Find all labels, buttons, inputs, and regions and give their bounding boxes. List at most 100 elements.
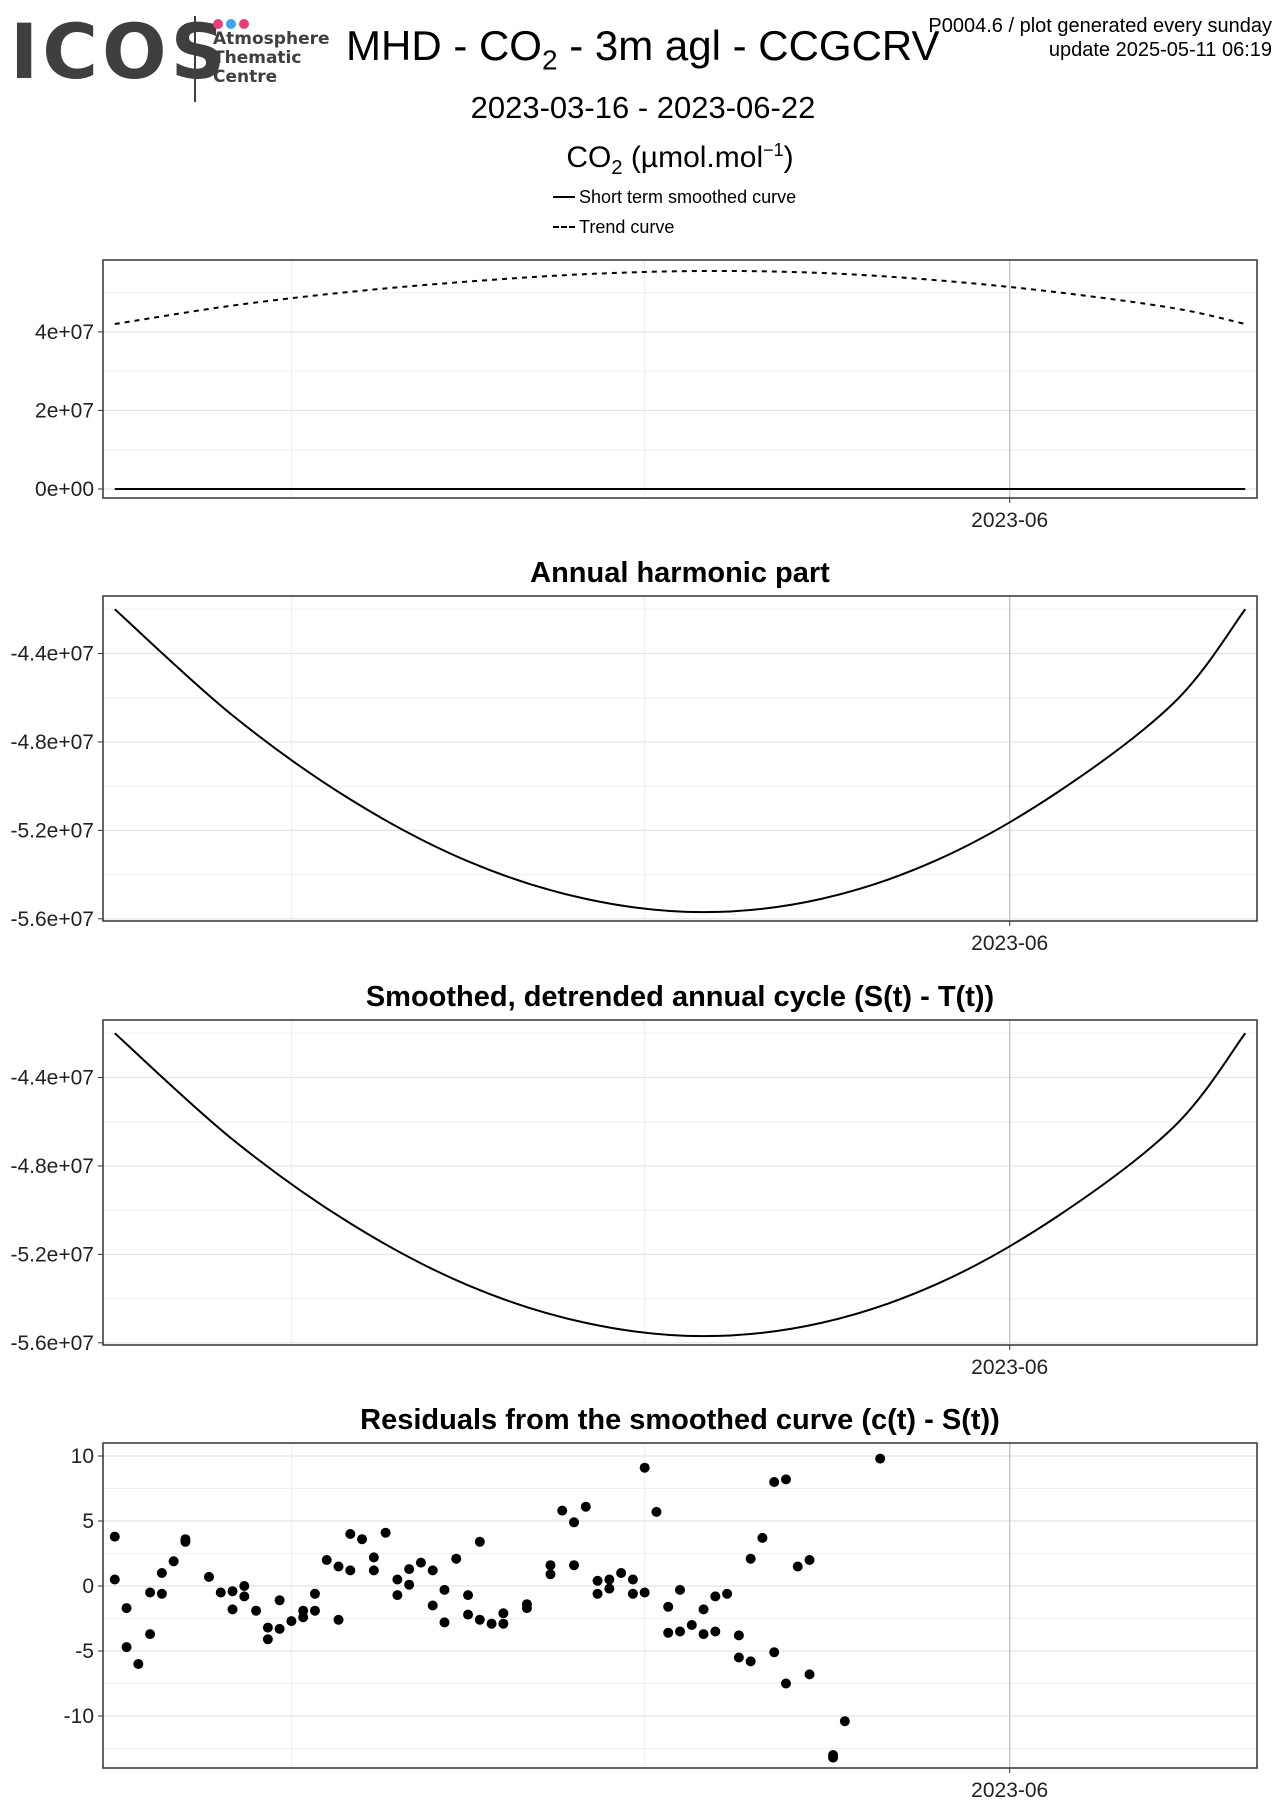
residual-point — [368, 1552, 379, 1563]
legend-item-smoothed: Short term smoothed curve — [553, 182, 796, 212]
residual-point — [828, 1752, 839, 1763]
residual-point — [710, 1626, 721, 1637]
plot-border — [102, 1442, 1258, 1769]
residual-point — [580, 1501, 591, 1512]
residual-point — [710, 1591, 721, 1602]
x-tick-label: 2023-06 — [971, 1356, 1048, 1379]
residual-point — [309, 1588, 320, 1599]
residual-point — [745, 1553, 756, 1564]
chart-panel-3: Smoothed, detrended annual cycle (S(t) -… — [11, 981, 1258, 1379]
residual-point — [780, 1678, 791, 1689]
residual-point — [839, 1716, 850, 1727]
residual-point — [769, 1647, 780, 1658]
legend-solid-line-icon — [553, 196, 575, 198]
residual-point — [357, 1534, 368, 1545]
residual-point — [239, 1581, 250, 1591]
meta-update: update 2025-05-11 06:19 — [1048, 39, 1272, 61]
residual-point — [474, 1536, 485, 1547]
legend-item-trend: Trend curve — [553, 212, 796, 242]
residual-point — [792, 1561, 803, 1572]
chart-title: Residuals from the smoothed curve (c(t) … — [360, 1404, 1000, 1436]
residual-point — [145, 1629, 156, 1640]
logo-line: Thematic — [213, 48, 302, 68]
y-tick-label: 0 — [82, 1575, 94, 1598]
residual-point — [133, 1659, 144, 1669]
residual-point — [498, 1618, 509, 1629]
logo-dot — [213, 19, 223, 29]
residual-point — [639, 1587, 650, 1598]
residual-point — [392, 1574, 403, 1585]
residual-point — [698, 1629, 709, 1640]
legend-label: Short term smoothed curve — [579, 186, 797, 207]
plot-meta: P0004.6 / plot generated every sunday up… — [928, 14, 1272, 62]
residual-point — [486, 1618, 497, 1629]
residual-point — [675, 1626, 685, 1637]
residual-point — [557, 1505, 568, 1516]
y-tick-label: -4.8e+07 — [11, 731, 95, 754]
residual-point — [722, 1588, 733, 1599]
icos-logo: ICOS — [10, 7, 230, 96]
y-tick-label: -4.4e+07 — [11, 642, 95, 665]
legend-dashed-line-icon — [553, 226, 575, 228]
residual-point — [262, 1634, 273, 1645]
residual-point — [215, 1587, 226, 1598]
residual-point — [780, 1474, 791, 1485]
residual-point — [415, 1557, 426, 1568]
residual-point — [286, 1616, 297, 1627]
y-tick-label: -5.6e+07 — [11, 1332, 95, 1355]
legend: Short term smoothed curve Trend curve — [553, 182, 796, 242]
residual-point — [545, 1569, 556, 1580]
logo-separator — [194, 16, 196, 102]
residual-point — [616, 1568, 627, 1578]
residual-point — [604, 1574, 615, 1585]
y-tick-label: 0e+00 — [35, 478, 94, 501]
residual-point — [733, 1652, 744, 1663]
residual-point — [121, 1603, 132, 1614]
date-range: 2023-03-16 - 2023-06-22 — [470, 90, 816, 125]
report-header: ICOS Atmosphere Thematic Centre MHD - CO… — [0, 0, 1275, 250]
logo-dot — [226, 19, 236, 29]
residual-point — [333, 1561, 344, 1572]
residual-point — [686, 1620, 697, 1630]
residual-point — [180, 1536, 191, 1547]
trend-curve-line — [114, 269, 1246, 326]
residual-point — [875, 1453, 886, 1464]
residual-point — [168, 1556, 179, 1567]
residual-point — [521, 1603, 532, 1614]
logo-dots-icon — [213, 16, 253, 29]
residual-point — [474, 1614, 485, 1625]
residual-point — [145, 1587, 156, 1598]
residual-point — [274, 1595, 285, 1606]
residual-point — [604, 1583, 615, 1594]
x-tick-label: 2023-06 — [971, 932, 1048, 955]
residual-point — [592, 1575, 603, 1586]
residual-point — [745, 1656, 756, 1667]
page-title: MHD - CO2 - 3m agl - CCGCRV — [346, 22, 940, 76]
y-tick-label: 2e+07 — [35, 399, 94, 422]
residual-point — [333, 1614, 344, 1625]
residual-point — [321, 1555, 332, 1565]
residual-point — [804, 1555, 815, 1565]
residual-point — [757, 1532, 768, 1543]
residual-point — [345, 1529, 356, 1539]
plot-border — [102, 595, 1258, 922]
residual-point — [463, 1609, 474, 1620]
logo-dot — [239, 19, 249, 29]
residual-point — [733, 1630, 744, 1641]
smoothed-curve-line — [114, 1032, 1247, 1338]
residual-point — [627, 1588, 638, 1599]
y-tick-label: 5 — [82, 1510, 94, 1533]
residual-point — [203, 1571, 214, 1582]
residual-point — [427, 1600, 438, 1611]
y-tick-label: -10 — [64, 1705, 94, 1728]
residual-point — [251, 1605, 262, 1616]
y-tick-label: 10 — [71, 1445, 94, 1468]
residual-point — [239, 1591, 250, 1602]
residual-point — [156, 1588, 167, 1599]
residual-point — [592, 1588, 603, 1599]
chart-panel-2: Annual harmonic part -5.6e+07 -5.2e+07 -4.8… — [11, 557, 1258, 955]
residual-point — [569, 1560, 580, 1571]
y-tick-label: -5.6e+07 — [11, 908, 95, 931]
plot-border — [102, 1019, 1258, 1346]
